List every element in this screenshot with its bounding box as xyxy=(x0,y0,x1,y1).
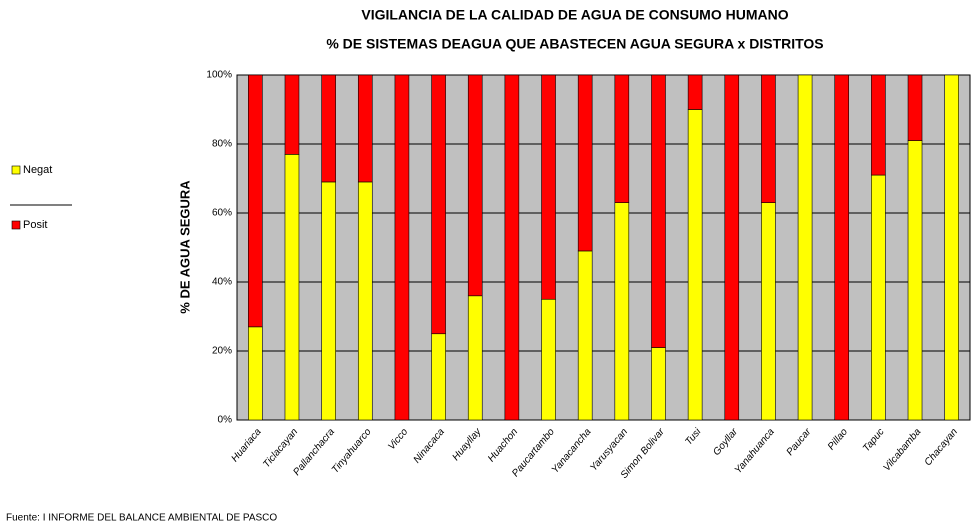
x-tick-label: Vicco xyxy=(386,426,410,452)
x-tick-label: Ninacaca xyxy=(412,426,448,465)
x-tick-label: Vilcabamba xyxy=(881,426,923,473)
bar-segment xyxy=(357,181,373,421)
bar-segment xyxy=(687,109,703,421)
y-tick-label: 60% xyxy=(212,208,232,219)
bar-segment xyxy=(761,74,776,203)
bar-segment xyxy=(248,326,263,421)
bar-segment xyxy=(321,74,336,183)
x-tick-label: Huariaca xyxy=(229,426,263,464)
bar-segment xyxy=(797,74,813,421)
bar-segment xyxy=(431,74,446,335)
bar-segment xyxy=(687,74,703,110)
bar-segment xyxy=(248,74,263,328)
x-tick-label: Pillao xyxy=(826,426,850,452)
bar-segment xyxy=(651,74,666,348)
bar-segment xyxy=(651,347,666,421)
y-tick-label: 40% xyxy=(212,277,232,288)
plot-area xyxy=(236,74,971,421)
bar-segment xyxy=(577,74,593,252)
x-tick-label: Paucar xyxy=(785,426,814,458)
bar-segment xyxy=(467,74,483,297)
bar-segment xyxy=(944,74,959,421)
y-axis-label: % DE AGUA SEGURA xyxy=(177,180,192,314)
x-tick-label: Tapuc xyxy=(861,427,887,455)
bar-segment xyxy=(284,154,300,421)
x-tick-label: Goyllar xyxy=(711,426,740,458)
x-tick-label: Huachon xyxy=(486,426,520,464)
legend-swatch xyxy=(11,220,21,230)
chart-title: VIGILANCIA DE LA CALIDAD DE AGUA DE CONS… xyxy=(361,7,788,23)
legend-swatch xyxy=(11,165,21,175)
bar-segment xyxy=(357,74,373,183)
bar-segment xyxy=(321,181,336,421)
y-tick-label: 0% xyxy=(218,415,233,426)
source-note: Fuente: I INFORME DEL BALANCE AMBIENTAL … xyxy=(6,513,277,524)
bar-segment xyxy=(284,74,300,155)
x-tick-label: Ticlacayan xyxy=(261,426,300,470)
bar-segment xyxy=(761,202,776,421)
bar-segment xyxy=(907,140,923,421)
x-tick-label: Chacayan xyxy=(923,426,961,468)
bar-segment xyxy=(614,74,630,203)
bar-segment xyxy=(871,174,886,421)
bar-segment xyxy=(614,202,630,421)
bar-segment xyxy=(541,298,556,421)
bar-segment xyxy=(907,74,923,141)
y-tick-label: 20% xyxy=(212,346,232,357)
bar-segment xyxy=(431,333,446,421)
x-tick-label: Tusi xyxy=(683,426,704,448)
x-tick-label: Huayllay xyxy=(450,426,484,463)
legend-label: Negat xyxy=(23,164,52,176)
bar-segment xyxy=(834,74,850,421)
bar-segment xyxy=(541,74,556,300)
bar-segment xyxy=(467,295,483,421)
y-tick-label: 80% xyxy=(212,139,232,150)
legend-label: Posit xyxy=(23,219,47,231)
bar-segment xyxy=(724,74,740,421)
bar-segment xyxy=(504,74,520,421)
bar-segment xyxy=(394,74,410,421)
y-tick-label: 100% xyxy=(206,70,232,81)
chart-subtitle: % DE SISTEMAS DEAGUA QUE ABASTECEN AGUA … xyxy=(326,36,823,52)
bar-segment xyxy=(871,74,886,176)
bar-segment xyxy=(577,250,593,421)
